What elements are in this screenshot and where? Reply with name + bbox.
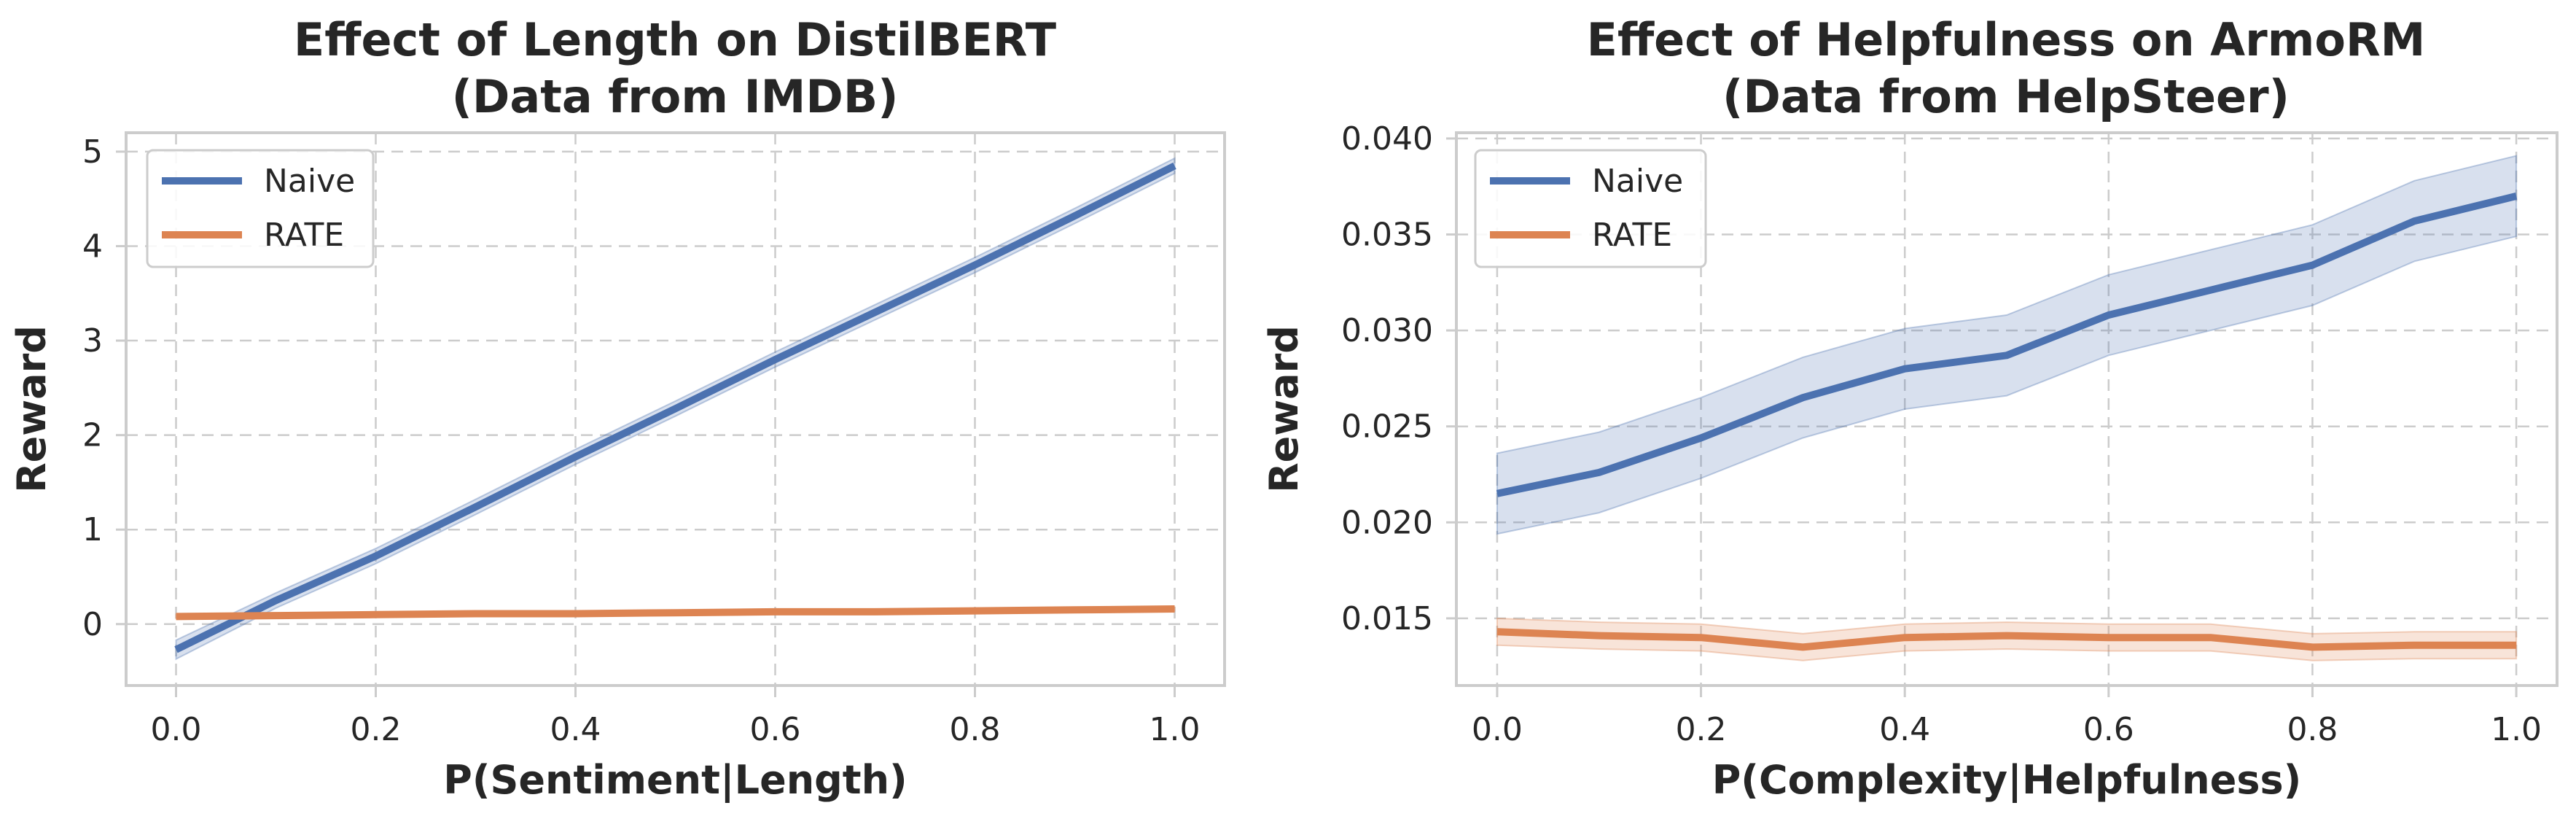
- chart-title-line-1: Effect of Length on DistilBERT: [294, 13, 1056, 66]
- series-line-naive: [174, 162, 1176, 653]
- series-line-rate: [1496, 628, 2517, 651]
- series-line-naive: [1496, 193, 2518, 497]
- y-tick-label: 0.030: [1341, 312, 1433, 349]
- y-tick-label: 3: [82, 322, 103, 360]
- confidence-band-rate: [1496, 617, 2518, 661]
- y-axis-label: Reward: [9, 325, 55, 493]
- legend-label-naive: Naive: [264, 163, 355, 200]
- chart-panel-1: 0.0 0.2 0.4 0.6 0.8 1.0 0 1 2 3 4 5 Effect of Length…: [9, 13, 1226, 803]
- plot-frame: [1455, 131, 2559, 687]
- legend-label-rate: RATE: [264, 217, 344, 254]
- y-tick-label: 0.040: [1341, 120, 1433, 158]
- chart-panel-2: 0.0 0.2 0.4 0.6 0.8 1.0 0.015 0.020 0.025 0.030 0.…: [1261, 13, 2559, 803]
- y-tick-label: 2: [82, 417, 103, 454]
- x-tick-label: 0.8: [950, 711, 1001, 748]
- x-tick-label: 0.6: [750, 711, 801, 748]
- x-tick-label: 0.4: [550, 711, 601, 748]
- x-tick-label: 1.0: [1150, 711, 1201, 748]
- y-tick-label: 0.020: [1341, 504, 1433, 541]
- y-tick-label: 1: [82, 511, 103, 548]
- legend-label-rate: RATE: [1592, 217, 1672, 254]
- y-tick-label: 0.015: [1341, 600, 1433, 637]
- y-tick-label: 5: [82, 133, 103, 171]
- y-tick-label: 0.025: [1341, 408, 1433, 446]
- legend: Naive RATE: [1474, 149, 1707, 268]
- chart-title-line-1: Effect of Helpfulness on ArmoRM: [1587, 13, 2426, 66]
- y-tick-label: 0: [82, 606, 103, 643]
- x-tick-label: 0.8: [2287, 711, 2338, 748]
- x-tick-label: 0.2: [351, 711, 402, 748]
- chart-title-line-2: (Data from IMDB): [452, 70, 899, 123]
- x-tick-label: 0.0: [151, 711, 202, 748]
- x-axis-label: P(Sentiment|Length): [443, 757, 907, 803]
- x-tick-label: 0.6: [2083, 711, 2134, 748]
- x-tick-label: 0.0: [1472, 711, 1523, 748]
- series-line-rate: [176, 605, 1175, 621]
- y-axis-label: Reward: [1261, 325, 1307, 493]
- x-tick-label: 0.4: [1879, 711, 1930, 748]
- chart-title-line-2: (Data from HelpSteer): [1722, 70, 2290, 123]
- legend: Naive RATE: [146, 149, 375, 268]
- plot-frame: [125, 131, 1226, 687]
- legend-label-naive: Naive: [1592, 163, 1683, 200]
- x-tick-label: 1.0: [2491, 711, 2542, 748]
- confidence-band-naive: [1496, 155, 2518, 535]
- y-tick-label: 0.035: [1341, 216, 1433, 253]
- x-axis-label: P(Complexity|Helpfulness): [1712, 757, 2302, 803]
- x-tick-label: 0.2: [1676, 711, 1727, 748]
- y-tick-label: 4: [82, 228, 103, 265]
